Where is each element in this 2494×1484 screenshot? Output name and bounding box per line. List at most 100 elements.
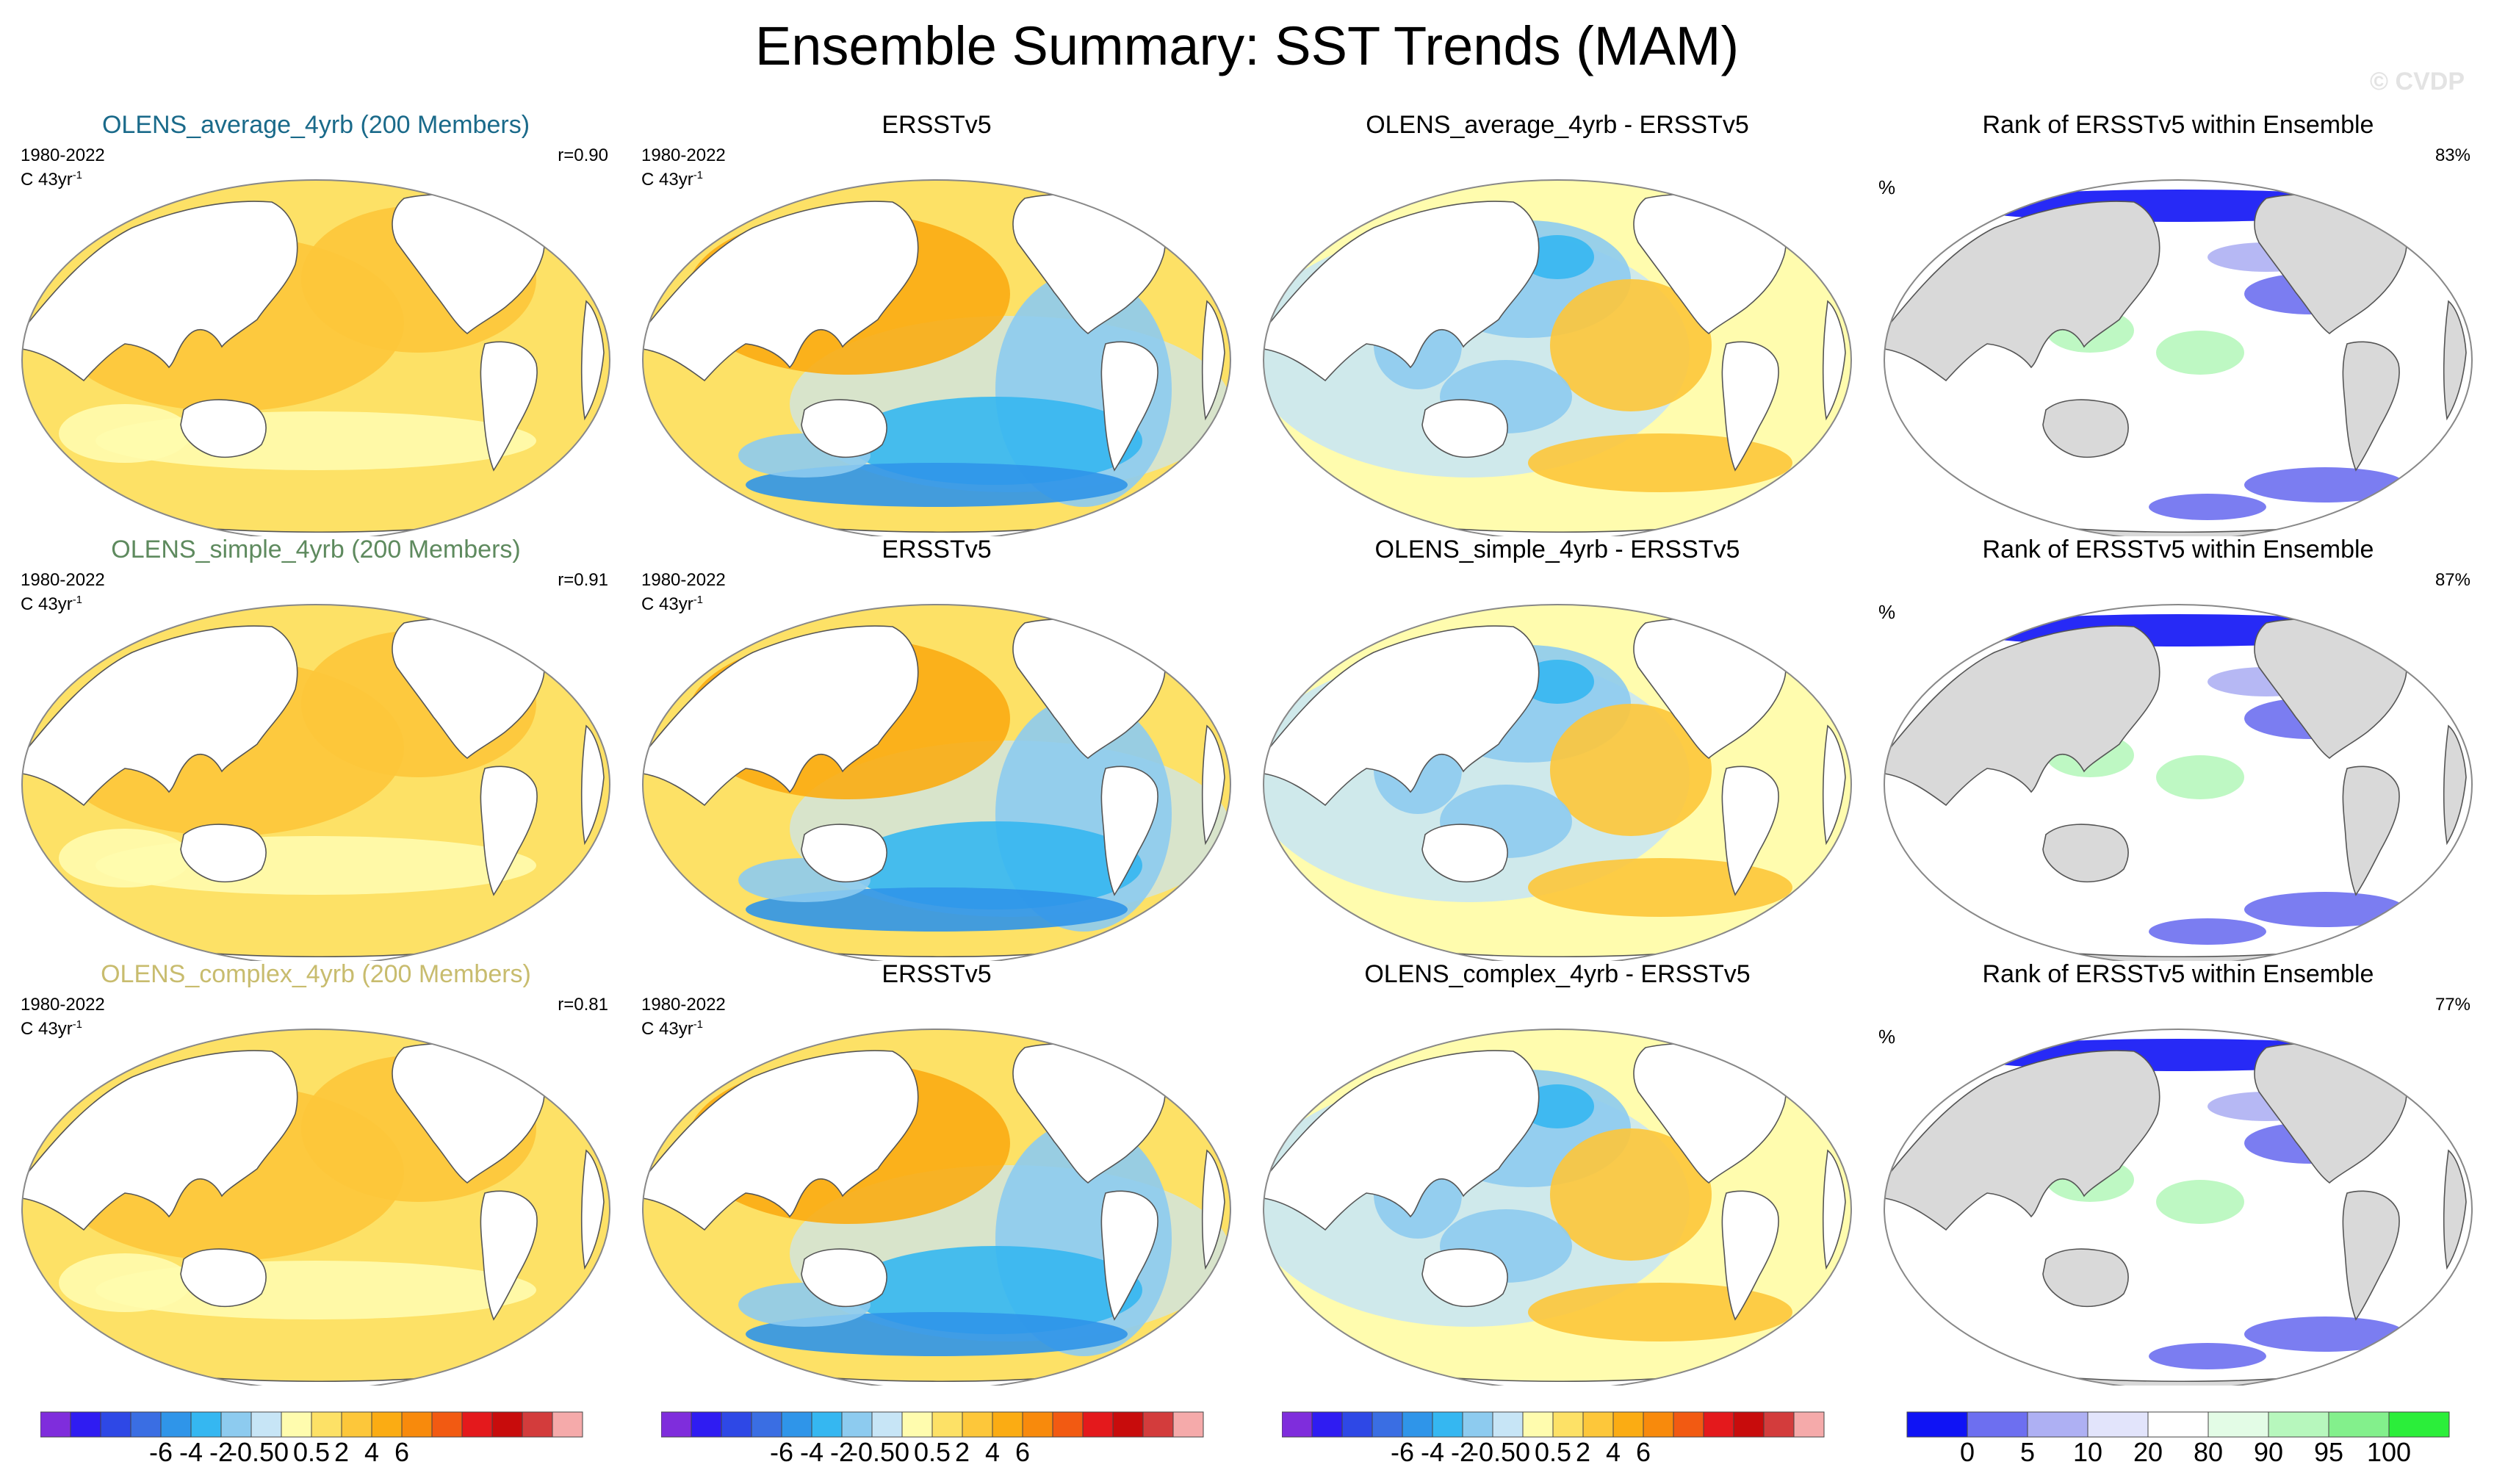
colorbar-box — [721, 1411, 752, 1438]
colorbar-box — [901, 1411, 933, 1438]
period-units-label: 1980-2022 C 43yr-1 — [641, 995, 726, 1039]
colorbar-box — [1372, 1411, 1403, 1438]
trend-field — [746, 887, 1128, 932]
land-mass — [2324, 1031, 2385, 1058]
colorbar-tick-label: 2 — [1575, 1437, 1591, 1467]
units-label: C 43yr-1 — [641, 594, 704, 614]
colorbar-difference-trend: -6 -4 -2 -0.5 0 0.5 2 4 6 — [1282, 1411, 1840, 1480]
map-border — [1884, 1029, 2473, 1386]
land-mass — [1264, 625, 1540, 807]
trend-field — [1528, 858, 1792, 917]
colorbar-box — [1022, 1411, 1053, 1438]
colorbar-box — [2027, 1411, 2088, 1438]
land-mass — [2443, 1149, 2467, 1270]
colorbar-box — [251, 1411, 282, 1438]
map-border — [1263, 604, 1852, 961]
rank-unit-label: % — [1878, 1026, 1896, 1048]
map-border — [21, 1029, 610, 1386]
colorbar-box — [1967, 1411, 2028, 1438]
colorbar-box — [1612, 1411, 1644, 1438]
colorbar-boxes — [1906, 1411, 2450, 1438]
colorbar-box — [40, 1411, 71, 1438]
trend-field — [59, 404, 191, 463]
colorbar-box — [1492, 1411, 1524, 1438]
land-mass — [1264, 201, 1540, 382]
units-label: C 43yr-1 — [641, 1018, 704, 1039]
world-map-rank — [1884, 1029, 2473, 1386]
colorbar-tick-label: -6 — [1390, 1437, 1415, 1467]
cvdp-watermark: © CVDP — [2370, 68, 2465, 96]
colorbar-box — [691, 1411, 722, 1438]
colorbar-box — [1341, 1411, 1373, 1438]
colorbar-tick-label: -0.5 — [228, 1437, 275, 1467]
world-map-rank — [1884, 604, 2473, 961]
colorbar-box — [1643, 1411, 1674, 1438]
land-mass — [643, 625, 919, 807]
land-mass — [1201, 724, 1225, 846]
land-mass — [1421, 824, 1508, 883]
colorbar-tick-label: 5 — [2019, 1437, 2036, 1467]
colorbar-box — [871, 1411, 903, 1438]
colorbar-box — [1906, 1411, 1968, 1438]
colorbar-box — [1552, 1411, 1584, 1438]
panel-title: Rank of ERSSTv5 within Ensemble — [1982, 960, 2374, 988]
period-units-label: 1980-2022 C 43yr-1 — [641, 570, 726, 614]
map-panel-ensemble-row3: OLENS_complex_4yrb (200 Members) 1980-202… — [7, 959, 624, 1386]
colorbar-tick-label: 0 — [273, 1437, 289, 1467]
world-map-diff — [1263, 604, 1852, 961]
land-mass — [480, 766, 538, 896]
panel-title: OLENS_complex_4yrb - ERSSTv5 — [1364, 960, 1751, 988]
colorbar-box — [552, 1411, 583, 1438]
trend-field — [59, 829, 191, 887]
land-mass — [643, 1050, 919, 1231]
trend-field — [2149, 918, 2266, 945]
pattern-correlation: r=0.91 — [558, 570, 608, 590]
colorbar-tick-label: -2 — [209, 1437, 234, 1467]
figure-title: Ensemble Summary: SST Trends (MAM) — [754, 15, 1740, 76]
map-border — [1884, 604, 2473, 961]
colorbar-box — [100, 1411, 131, 1438]
colorbar-box — [522, 1411, 553, 1438]
map-panel-diff-row3: OLENS_complex_4yrb - ERSSTv5 — [1249, 959, 1866, 1386]
trend-field — [2149, 1343, 2266, 1369]
land-mass — [480, 1190, 538, 1321]
world-map-ensemble — [21, 179, 610, 536]
map-border — [21, 179, 610, 536]
colorbar-box — [811, 1411, 843, 1438]
colorbar-box — [1703, 1411, 1734, 1438]
colorbar-tick-label: 4 — [364, 1437, 380, 1467]
trend-field — [848, 1246, 1142, 1334]
land-mass — [461, 606, 523, 633]
world-map-ensemble — [21, 604, 610, 961]
colorbar-tick-label: 6 — [394, 1437, 410, 1467]
colorbar-tick-label: 80 — [2193, 1437, 2224, 1467]
colorbar-box — [1112, 1411, 1144, 1438]
world-map-diff — [1263, 179, 1852, 536]
colorbar-box — [341, 1411, 372, 1438]
world-map-obs — [642, 1029, 1231, 1386]
colorbar-box — [1082, 1411, 1114, 1438]
map-panel-obs-row2: ERSSTv5 1980-2022 C 43yr-1 — [628, 535, 1245, 961]
land-mass — [2042, 824, 2129, 883]
colorbar-box — [371, 1411, 403, 1438]
rank-percent: 87% — [2434, 570, 2470, 590]
period-label: 1980-2022 — [21, 570, 105, 590]
period-label: 1980-2022 — [641, 145, 726, 165]
colorbar-box — [962, 1411, 993, 1438]
map-border — [642, 604, 1231, 961]
world-map-ensemble — [21, 1029, 610, 1386]
land-mass — [643, 201, 919, 382]
colorbar-tick-label: -2 — [1450, 1437, 1475, 1467]
colorbar-tick-label: -4 — [1420, 1437, 1445, 1467]
units-label: C 43yr-1 — [21, 594, 83, 614]
colorbar-box — [491, 1411, 523, 1438]
trend-field — [848, 821, 1142, 910]
colorbar-box — [2208, 1411, 2269, 1438]
trend-field — [2156, 1180, 2244, 1224]
colorbar-ensemble-trend: -6 -4 -2 -0.5 0 0.5 2 4 6 — [40, 1411, 599, 1480]
colorbar-tick-label: 10 — [2072, 1437, 2103, 1467]
period-label: 1980-2022 — [641, 995, 726, 1015]
colorbar-box — [2147, 1411, 2209, 1438]
trend-field — [1528, 433, 1792, 492]
colorbar-box — [1052, 1411, 1084, 1438]
